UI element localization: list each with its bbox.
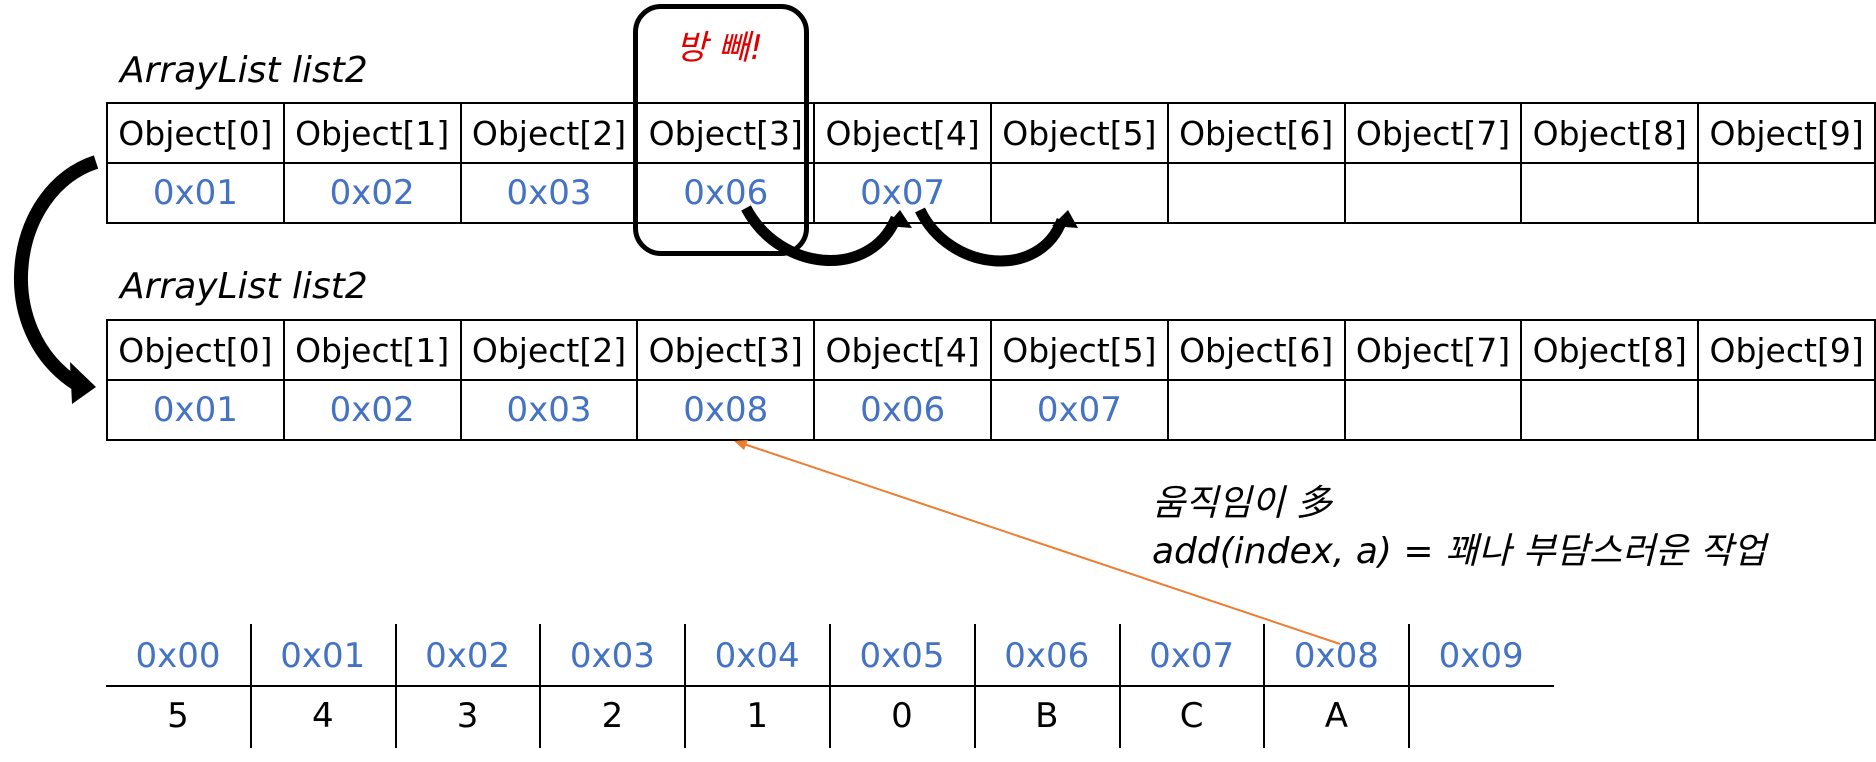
memory-table: 0x00 5 0x01 4 0x02 3 0x03 2 0x04 1 0x05 0 0x06 B 0x07 C… [106,624,1554,748]
top-array-header-cell-1: Object[1] [282,102,462,164]
top-array-header-row: Object[0] Object[1] Object[2] Object[3] Obje… [106,102,1876,164]
shift-arrow-2 [915,207,1068,267]
memory-separator [1118,624,1121,748]
memory-cell-3: 0x03 2 [540,624,684,748]
bottom-array-value-row: 0x01 0x02 0x03 0x08 0x06 0x07 [106,379,1876,441]
pointer-arrow-head [734,440,748,450]
memory-value: 4 [311,696,334,736]
top-array-value-cell-9 [1697,162,1876,224]
top-array-value-cell-3: 0x06 [636,162,816,224]
memory-cell-9: 0x09 [1409,624,1553,748]
memory-cell-4: 0x04 1 [685,624,829,748]
bottom-array-header-cell-9: Object[9] [1697,319,1876,381]
copy-arrow [14,155,99,391]
memory-cell-0: 0x00 5 [106,624,250,748]
note-line-1: 움직임이 多 [1152,483,1332,524]
bottom-array-header-cell-0: Object[0] [106,319,285,381]
memory-separator [829,624,831,748]
bottom-array-label: ArrayList list2 [120,266,368,307]
bottom-array-value-cell-3: 0x08 [636,379,816,441]
top-array-value-row: 0x01 0x02 0x03 0x06 0x07 [106,162,1876,224]
bottom-array-header-cell-4: Object[4] [813,319,992,381]
memory-address: 0x09 [1438,636,1524,676]
bottom-array-header-row: Object[0] Object[1] Object[2] Object[3] Obje… [106,319,1876,381]
memory-separator [684,624,687,748]
memory-address: 0x02 [425,636,511,676]
bottom-array-value-cell-4: 0x06 [813,379,992,441]
bottom-array-value-cell-2: 0x03 [459,379,639,441]
bottom-array-header-cell-8: Object[8] [1520,319,1700,381]
bottom-array-value-cell-0: 0x01 [106,379,285,441]
memory-address: 0x07 [1149,636,1235,676]
memory-value: 5 [167,696,189,736]
memory-cell-6: 0x06 B [975,624,1119,748]
memory-value: A [1324,696,1349,736]
memory-address: 0x01 [280,636,366,676]
bottom-array-value-cell-7 [1343,379,1523,441]
memory-cell-7: 0x07 C [1120,624,1264,748]
memory-address: 0x04 [714,636,800,676]
bottom-array-header-cell-3: Object[3] [636,319,816,381]
bottom-array-value-cell-1: 0x02 [282,379,462,441]
bottom-array-value-cell-5: 0x07 [989,379,1169,441]
top-array-value-cell-0: 0x01 [106,162,285,224]
highlight-box [633,4,809,256]
memory-address: 0x00 [135,636,221,676]
bottom-array-header-cell-1: Object[1] [282,319,462,381]
bottom-array-header-cell-7: Object[7] [1343,319,1523,381]
bottom-array-value-cell-9 [1697,379,1876,441]
bottom-array-header-cell-6: Object[6] [1166,319,1346,381]
memory-value: 2 [601,696,624,736]
top-array: Object[0] Object[1] Object[2] Object[3] Obje… [106,102,1876,224]
top-array-header-cell-4: Object[4] [813,102,992,164]
top-array-label: ArrayList list2 [120,50,368,91]
top-array-header-cell-0: Object[0] [106,102,285,164]
shift-arrow-1-head [886,210,912,228]
top-array-header-cell-6: Object[6] [1166,102,1346,164]
top-array-value-cell-8 [1520,162,1700,224]
memory-separator [973,624,976,748]
memory-cell-8: 0x08 A [1264,624,1408,748]
memory-value: 1 [746,696,768,736]
memory-address: 0x06 [1004,636,1090,676]
memory-separator [1263,624,1266,748]
memory-cell-2: 0x02 3 [396,624,540,748]
memory-value: 0 [891,696,913,736]
memory-cell-5: 0x05 0 [830,624,974,748]
highlight-note: 방 빼! [676,28,763,68]
memory-value: 3 [456,696,479,736]
memory-separator [394,624,397,748]
shift-arrow-2-head [1052,210,1078,228]
top-array-value-cell-6 [1166,162,1346,224]
memory-value: B [1035,696,1059,736]
memory-address: 0x05 [859,636,945,676]
note-line-2: add(index, a) = 꽤나 부담스러운 작업 [1152,531,1766,572]
top-array-value-cell-1: 0x02 [282,162,462,224]
top-array-header-cell-8: Object[8] [1520,102,1700,164]
pointer-arrow [737,441,1341,645]
top-array-header-cell-5: Object[5] [989,102,1169,164]
memory-separator [1408,624,1411,748]
memory-address: 0x03 [569,636,655,676]
top-array-header-cell-2: Object[2] [459,102,639,164]
bottom-array: Object[0] Object[1] Object[2] Object[3] Obje… [106,319,1876,441]
memory-value: C [1179,696,1204,736]
memory-separator [249,624,252,748]
top-array-value-cell-2: 0x03 [459,162,639,224]
memory-cell-1: 0x01 4 [251,624,395,748]
top-array-value-cell-5 [989,162,1169,224]
bottom-array-value-cell-8 [1520,379,1700,441]
bottom-array-header-cell-5: Object[5] [989,319,1169,381]
top-array-header-cell-9: Object[9] [1697,102,1876,164]
top-array-value-cell-7 [1343,162,1523,224]
bottom-array-header-cell-2: Object[2] [459,319,639,381]
top-array-header-cell-3: Object[3] [636,102,816,164]
top-array-header-cell-7: Object[7] [1343,102,1523,164]
shift-arrow-1 [741,205,902,266]
memory-separator [539,624,542,748]
copy-arrow-head [70,362,96,404]
bottom-array-value-cell-6 [1166,379,1346,441]
